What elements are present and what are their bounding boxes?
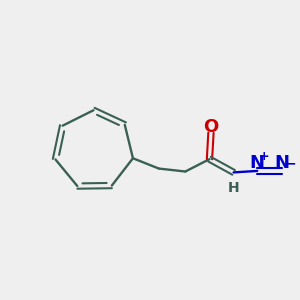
Text: N: N xyxy=(250,154,265,172)
Text: −: − xyxy=(285,156,296,170)
Text: O: O xyxy=(203,118,219,136)
Text: N: N xyxy=(275,154,290,172)
Text: H: H xyxy=(228,181,239,195)
Text: +: + xyxy=(259,150,269,163)
